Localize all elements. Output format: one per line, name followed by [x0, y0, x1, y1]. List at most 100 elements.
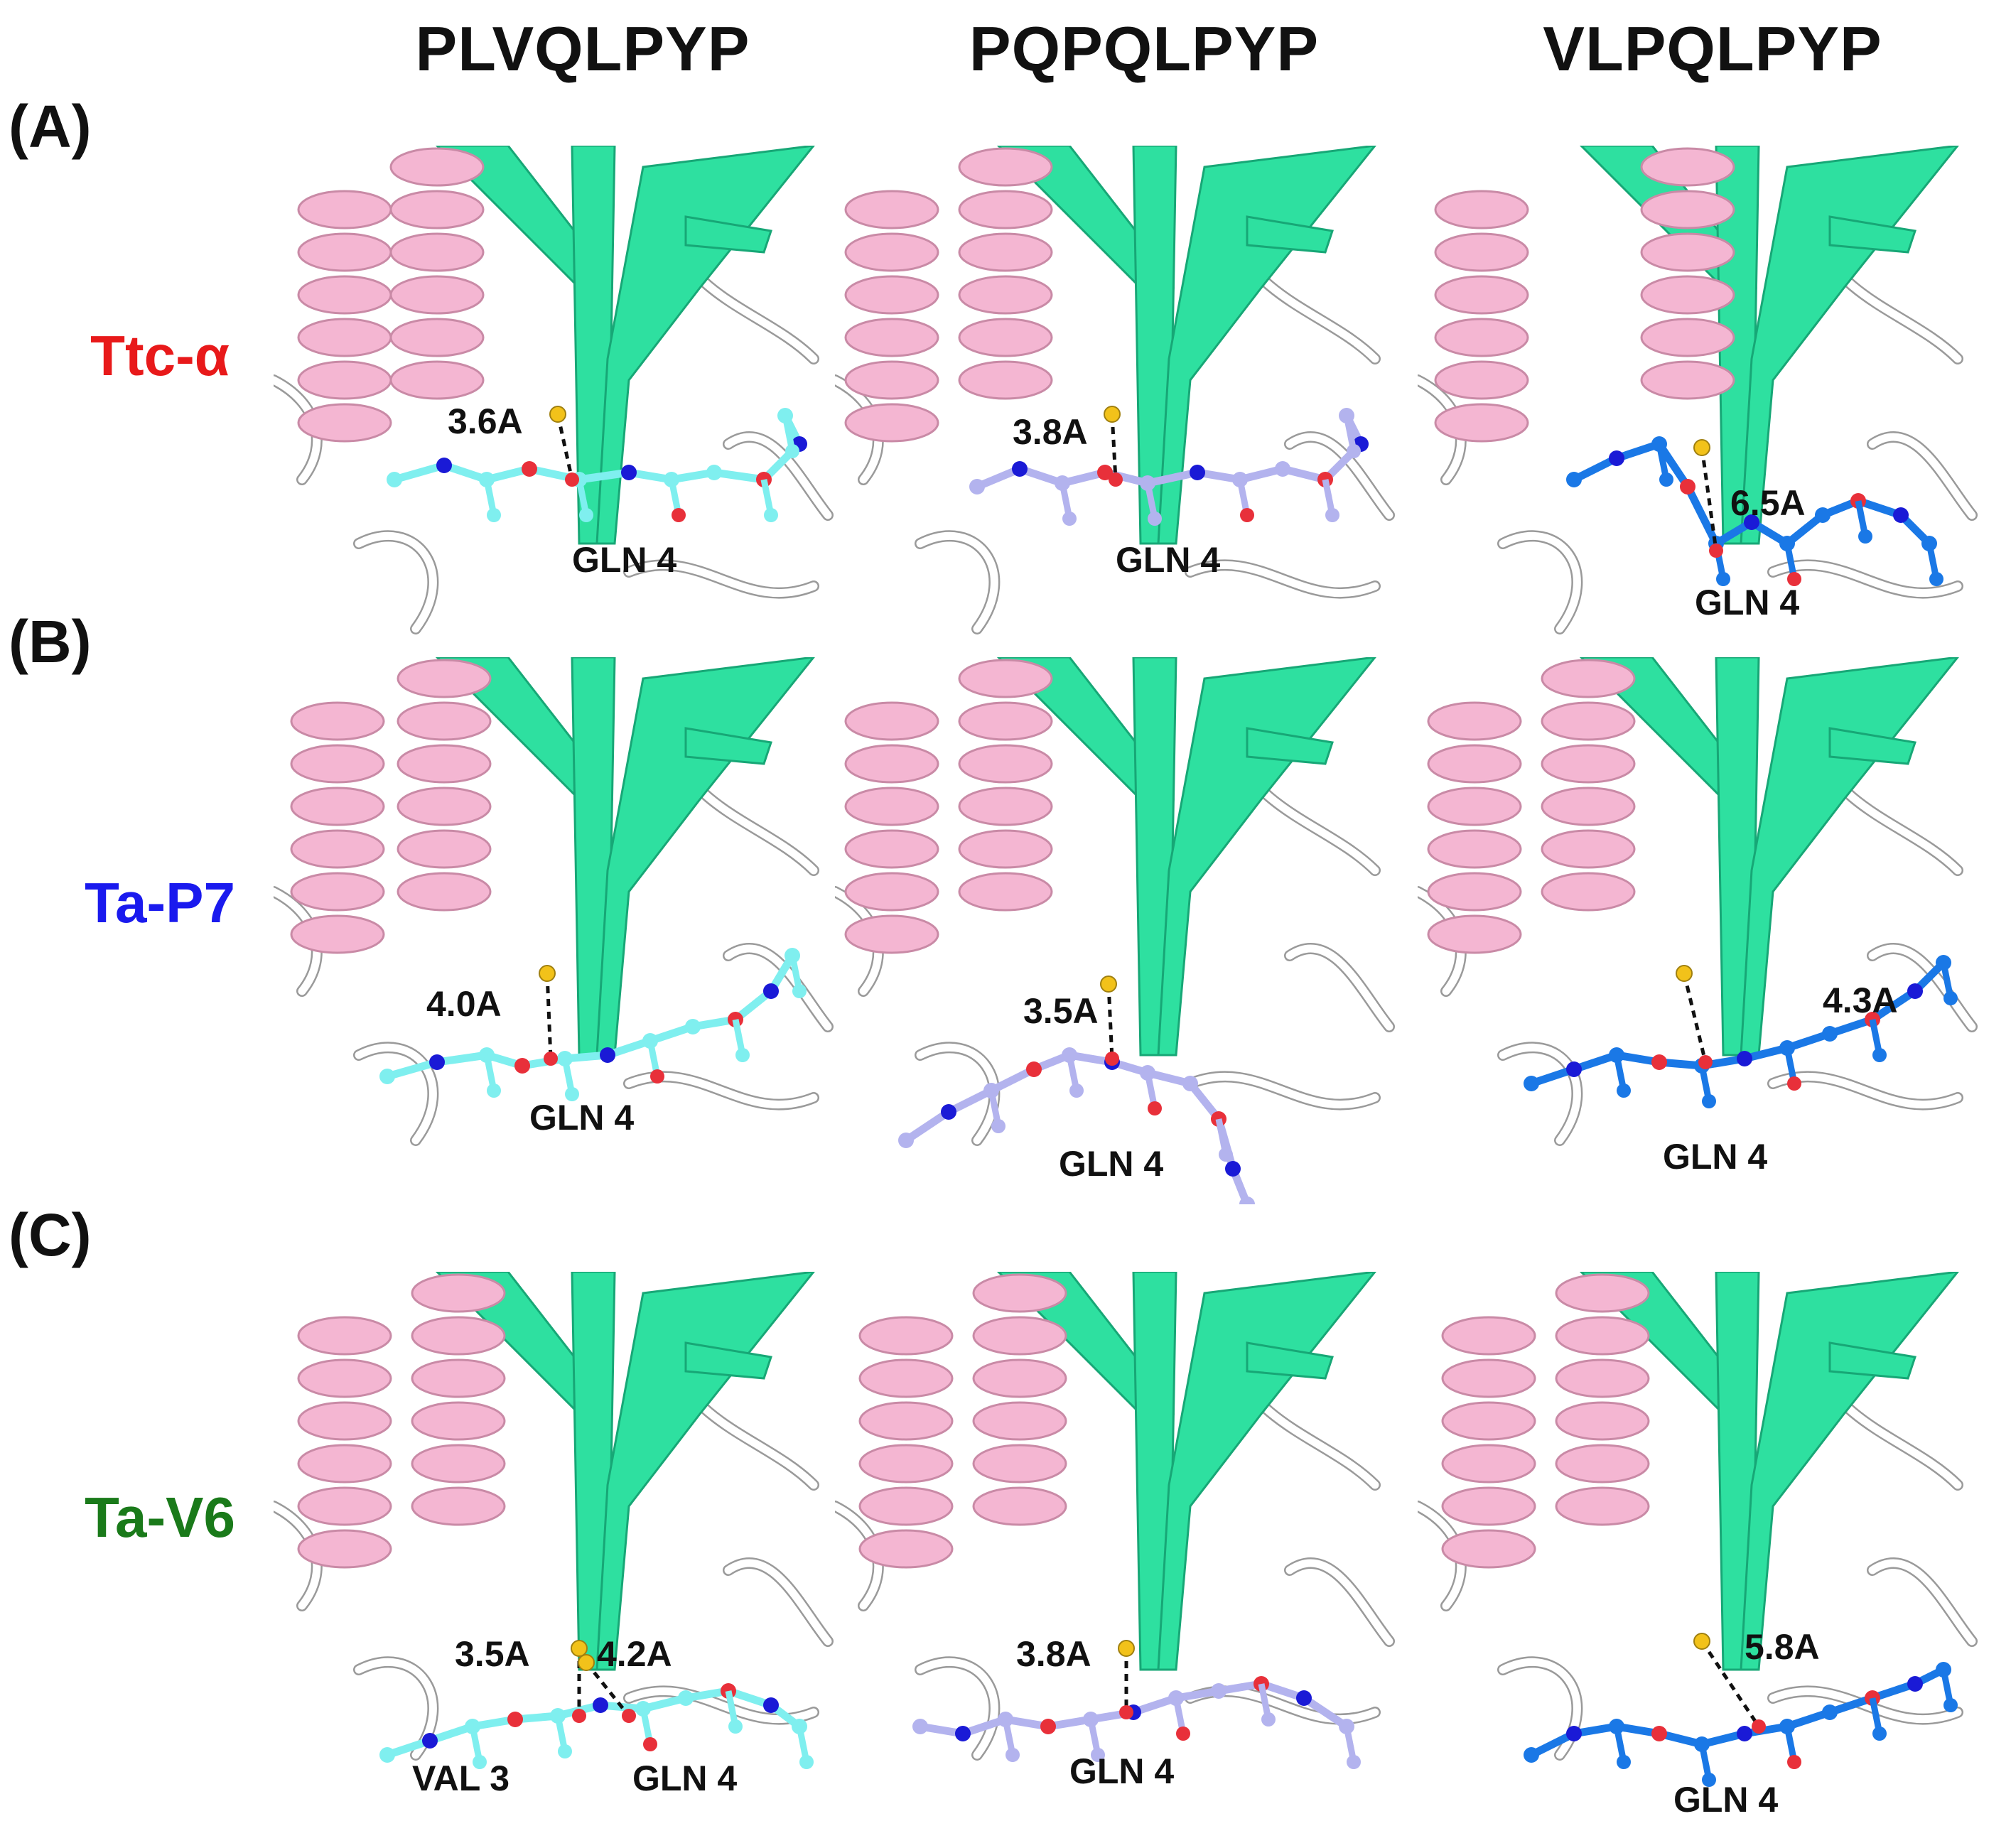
- ligand-atom: [1737, 1726, 1752, 1741]
- alpha-helix: [1640, 147, 1735, 400]
- beta-sheet: [684, 1341, 772, 1380]
- ligand-atom: [763, 983, 779, 999]
- ligand-peptide: [1524, 955, 1958, 1108]
- alpha-helix: [1434, 190, 1529, 443]
- distance-line: [556, 414, 574, 480]
- row-letter-b: (B): [9, 608, 92, 675]
- ligand-atom: [1872, 1727, 1887, 1741]
- structure-panel-1: 3.6A GLN 4: [274, 146, 835, 693]
- alpha-helix: [858, 1316, 954, 1569]
- coil-loop: [1186, 1072, 1379, 1109]
- distance-line: [1700, 1640, 1761, 1728]
- sulfur-atom: [539, 965, 556, 982]
- ligand-atom: [436, 458, 452, 473]
- distance-label: 3.8A: [1013, 412, 1088, 452]
- ligand-atom: [672, 508, 686, 522]
- ligand-atom: [579, 508, 593, 522]
- ligand-atom: [706, 465, 722, 480]
- distance-label: 4.2A: [597, 1634, 672, 1674]
- structure-panel-3: 6.5A GLN 4: [1418, 146, 1979, 693]
- residue-label: GLN 4: [1663, 1137, 1767, 1177]
- coil-loop: [1285, 944, 1393, 1031]
- oxygen-atom: [544, 1052, 558, 1066]
- beta-sheet: [1246, 1341, 1334, 1380]
- coil-loop: [1868, 433, 1976, 519]
- ligand-atom: [1176, 1727, 1190, 1741]
- ligand-peptide: [969, 408, 1369, 526]
- residue-label: GLN 4: [1116, 540, 1220, 580]
- ligand-atom: [1787, 572, 1801, 586]
- distance-line: [545, 973, 553, 1059]
- ligand-atom: [1659, 472, 1673, 487]
- coil-loop: [916, 1658, 998, 1759]
- ligand-atom: [487, 1084, 501, 1098]
- structure-panel-8: 3.8A GLN 4: [835, 1272, 1396, 1819]
- structure-panel-9: 5.8A GLN 4: [1418, 1272, 1979, 1819]
- ligand-atom: [1148, 1101, 1162, 1115]
- ligand-atom: [1347, 1755, 1361, 1769]
- column-header-1: PLVQLPYP: [415, 13, 750, 84]
- ligand-atom: [728, 1719, 743, 1734]
- structure-graphic: 5.8A GLN 4: [1418, 1272, 1978, 1819]
- ligand-atom: [1006, 1748, 1020, 1762]
- residue-label: GLN 4: [1059, 1144, 1163, 1184]
- ligand-atom: [379, 1747, 395, 1763]
- ligand-atom: [955, 1726, 971, 1741]
- column-header-2: PQPQLPYP: [969, 13, 1320, 84]
- structure-graphic: 4.3A GLN 4: [1418, 657, 1978, 1177]
- ligand-peptide: [1566, 436, 1943, 586]
- alpha-helix: [844, 701, 939, 954]
- ligand-atom: [1239, 1196, 1255, 1204]
- coil-loop: [1868, 1559, 1976, 1646]
- distance-label: 3.6A: [448, 401, 523, 441]
- structure-graphic: 4.0A GLN 4: [274, 657, 834, 1146]
- row-name-ta-p7: Ta-P7: [85, 871, 235, 934]
- ligand-atom: [522, 461, 537, 477]
- ligand-atom: [1744, 514, 1759, 530]
- ligand-atom: [941, 1104, 956, 1120]
- alpha-helix: [1427, 701, 1522, 954]
- ligand-atom: [1907, 983, 1923, 999]
- ligand-atom: [1040, 1719, 1056, 1734]
- ligand-atom: [1943, 991, 1958, 1005]
- beta-sheet: [595, 657, 815, 1057]
- alpha-helix: [397, 659, 492, 912]
- coil-loop: [1186, 561, 1379, 598]
- distance-line: [1110, 414, 1118, 480]
- ligand-atom: [429, 1054, 445, 1070]
- oxygen-atom: [1752, 1719, 1766, 1734]
- beta-sheet: [1157, 657, 1376, 1057]
- ligand-atom: [1524, 1747, 1539, 1763]
- ligand-atom: [763, 1697, 779, 1713]
- ligand-atom: [1240, 508, 1254, 522]
- ligand-atom: [1211, 1683, 1226, 1699]
- distance-label: 3.8A: [1016, 1634, 1091, 1674]
- ligand-peptide: [912, 1676, 1361, 1769]
- ligand-atom: [1737, 1051, 1752, 1066]
- ligand-atom: [487, 508, 501, 522]
- structure-graphic: 3.8A GLN 4: [835, 1272, 1395, 1791]
- beta-sheet: [684, 727, 772, 765]
- distance-line: [1682, 973, 1708, 1063]
- ligand-atom: [1524, 1076, 1539, 1091]
- column-header-3: VLPQLPYP: [1543, 13, 1882, 84]
- alpha-helix: [1555, 1273, 1650, 1526]
- coil-loop: [916, 1043, 998, 1145]
- alpha-helix: [958, 147, 1053, 400]
- beta-sheet: [1828, 215, 1916, 254]
- ligand-atom: [1702, 1773, 1716, 1787]
- alpha-helix: [1541, 659, 1636, 912]
- residue-label: GLN 4: [1673, 1780, 1778, 1819]
- coil-loop: [1769, 1072, 1962, 1109]
- residue-label: GLN 4: [632, 1758, 737, 1798]
- ligand-peptide: [898, 1047, 1255, 1204]
- distance-line: [1106, 983, 1114, 1059]
- ligand-atom: [1069, 1084, 1084, 1098]
- ligand-atom: [1026, 1061, 1042, 1077]
- ligand-atom: [1219, 1147, 1233, 1162]
- sulfur-atom: [1118, 1640, 1135, 1657]
- alpha-helix: [411, 1273, 506, 1526]
- beta-sheet: [1246, 727, 1334, 765]
- ligand-atom: [1566, 1061, 1582, 1077]
- ligand-atom: [558, 1744, 572, 1758]
